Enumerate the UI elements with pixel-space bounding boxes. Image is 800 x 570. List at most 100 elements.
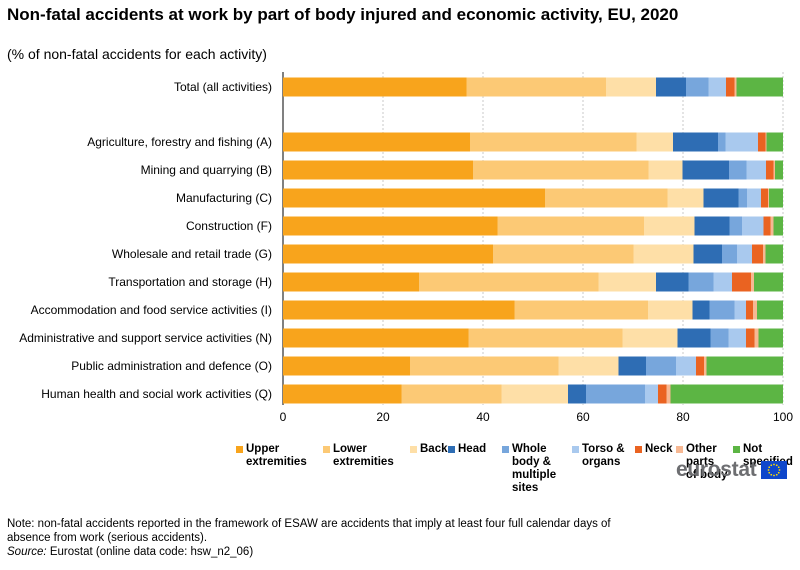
bar-segment [734, 77, 737, 97]
bar-segment [666, 384, 671, 404]
bar-segment [752, 244, 763, 264]
flag-star [768, 469, 770, 471]
grid-lines [282, 72, 784, 405]
bar-segment [468, 328, 623, 348]
legend-label: Head [458, 443, 487, 455]
flag-star [770, 464, 773, 467]
bar-segment [773, 216, 783, 236]
bar-segment [622, 328, 678, 348]
bar-segment [497, 216, 644, 236]
bar-segment [473, 160, 649, 180]
flag-star [776, 464, 779, 467]
bar-segment [758, 132, 766, 152]
bar-segment [692, 300, 710, 320]
flag-star [778, 471, 781, 474]
bar-segment [688, 272, 714, 292]
source-prefix: Source: [7, 546, 47, 558]
bar-segment [758, 328, 783, 348]
flag-star [770, 473, 773, 476]
bar-segment [686, 77, 709, 97]
bar-segment [773, 160, 775, 180]
bar-segment [656, 77, 686, 97]
eu-flag-icon [761, 461, 788, 479]
bar-segment [545, 188, 668, 208]
bar-segment [765, 132, 767, 152]
bar-segment [766, 160, 774, 180]
footnote: Note: non-fatal accidents reported in th… [7, 518, 611, 544]
bar-segment [606, 77, 656, 97]
bar-segment [658, 384, 667, 404]
legend-label: Neck [645, 443, 673, 455]
bar-segment [618, 356, 646, 376]
bar-segment [410, 356, 559, 376]
x-tick-label: 40 [476, 410, 490, 424]
bar-segment [747, 188, 761, 208]
bar-segment [725, 132, 758, 152]
bar-segment [746, 160, 766, 180]
bar-segment [693, 244, 722, 264]
bar-segment [754, 328, 759, 348]
legend-swatch [635, 446, 642, 453]
legend-swatch [236, 446, 243, 453]
bar-segment [568, 384, 586, 404]
legend-item: Torso & organs [572, 443, 625, 469]
bar-segment [736, 77, 783, 97]
bar-segment [718, 132, 726, 152]
legend-label: Back [420, 443, 448, 455]
legend-swatch [502, 446, 509, 453]
x-tick-label: 0 [280, 410, 287, 424]
bar-segment [754, 272, 783, 292]
flag-star [779, 469, 781, 471]
bar-segment [753, 300, 757, 320]
bar-segment [283, 216, 498, 236]
chart-title: Non-fatal accidents at work by part of b… [7, 5, 679, 24]
category-label: Accommodation and food service activitie… [31, 303, 272, 317]
bar-segment [713, 272, 732, 292]
flag-star [768, 471, 771, 474]
bar-segment [645, 384, 658, 404]
bar-segment [757, 300, 783, 320]
bar-segment [765, 244, 783, 264]
bar-segment [419, 272, 599, 292]
bar-segment [401, 384, 502, 404]
bar-segment [283, 188, 545, 208]
bar-segment [283, 300, 515, 320]
bar-segment [283, 272, 419, 292]
bar-segment [667, 188, 704, 208]
bar-segment [283, 356, 410, 376]
bar-segment [746, 328, 755, 348]
bar-segment [514, 300, 648, 320]
bar-segment [646, 356, 676, 376]
bar-segment [673, 132, 718, 152]
bar-segment [722, 244, 737, 264]
bar-segment [769, 188, 783, 208]
bar-segment [670, 384, 783, 404]
category-label: Transportation and storage (H) [108, 275, 272, 289]
x-tick-label: 20 [376, 410, 390, 424]
legend-item: Back [410, 443, 448, 456]
logo-text: eurostat [676, 458, 757, 481]
bar-segment [648, 300, 693, 320]
legend-label: Upper extremities [246, 443, 307, 468]
eurostat-logo: eurostat [676, 458, 788, 482]
source-line: Source: Eurostat (online data code: hsw_… [7, 546, 253, 558]
category-label: Construction (F) [186, 219, 272, 233]
x-tick-label: 100 [773, 410, 793, 424]
bar-segment [728, 328, 746, 348]
bar-segment [493, 244, 634, 264]
category-label: Public administration and defence (O) [71, 359, 272, 373]
bar-segment [746, 300, 753, 320]
category-label: Administrative and support service activ… [19, 331, 272, 345]
legend-swatch [410, 446, 417, 453]
bar-segment [586, 384, 645, 404]
legend-swatch [323, 446, 330, 453]
x-tick-label: 80 [676, 410, 690, 424]
bar-segment [729, 160, 747, 180]
bar-segment [682, 160, 729, 180]
bar-segment [283, 328, 469, 348]
legend-swatch [733, 446, 740, 453]
flag-star [776, 473, 779, 476]
stacked-bar-chart: Total (all activities) Agriculture, fores… [19, 72, 793, 424]
legend: Upper extremities Lower extremities Back He… [236, 443, 800, 503]
legend-swatch [448, 446, 455, 453]
